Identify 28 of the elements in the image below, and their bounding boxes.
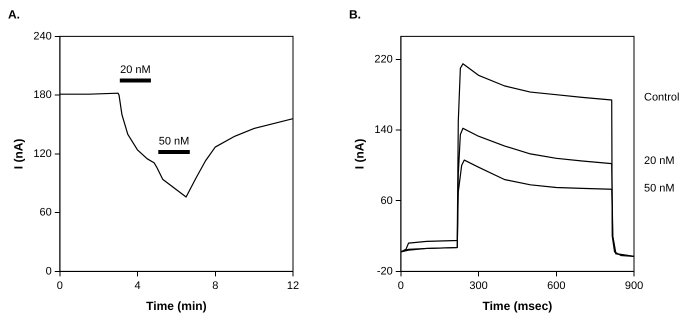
x-tick-label: 900 bbox=[624, 280, 644, 292]
y-axis-title: I (nA) bbox=[352, 138, 367, 170]
y-tick-label: 140 bbox=[374, 124, 393, 136]
y-tick-label: 60 bbox=[40, 206, 52, 219]
chart-title: A. bbox=[8, 8, 20, 22]
x-tick-label: 0 bbox=[56, 280, 63, 292]
x-tick-label: 4 bbox=[134, 280, 141, 292]
y-tick-label: 220 bbox=[374, 53, 393, 66]
x-axis-title: Time (msec) bbox=[482, 299, 552, 314]
x-tick-label: 600 bbox=[547, 280, 566, 292]
x-tick-label: 8 bbox=[212, 280, 218, 292]
x-tick-label: 0 bbox=[398, 280, 404, 292]
y-tick-label: -20 bbox=[376, 265, 393, 278]
y-tick-label: 240 bbox=[33, 30, 52, 42]
text: Control bbox=[644, 91, 680, 104]
y-tick-label: 120 bbox=[33, 148, 52, 160]
x-tick-label: 12 bbox=[286, 280, 300, 292]
text: 20 nM bbox=[644, 155, 675, 167]
x-axis-title: Time (min) bbox=[146, 299, 207, 314]
y-axis-title: I (nA) bbox=[12, 138, 26, 170]
y-tick-label: 180 bbox=[33, 89, 52, 102]
series-label: 50 nM bbox=[158, 135, 190, 148]
y-tick-label: 60 bbox=[380, 194, 393, 207]
y-tick-label: 0 bbox=[46, 265, 52, 278]
text: 50 nM bbox=[644, 182, 675, 194]
chart-title: B. bbox=[349, 8, 361, 22]
series-label: 20 nM bbox=[120, 64, 151, 76]
x-tick-label: 300 bbox=[469, 280, 488, 292]
